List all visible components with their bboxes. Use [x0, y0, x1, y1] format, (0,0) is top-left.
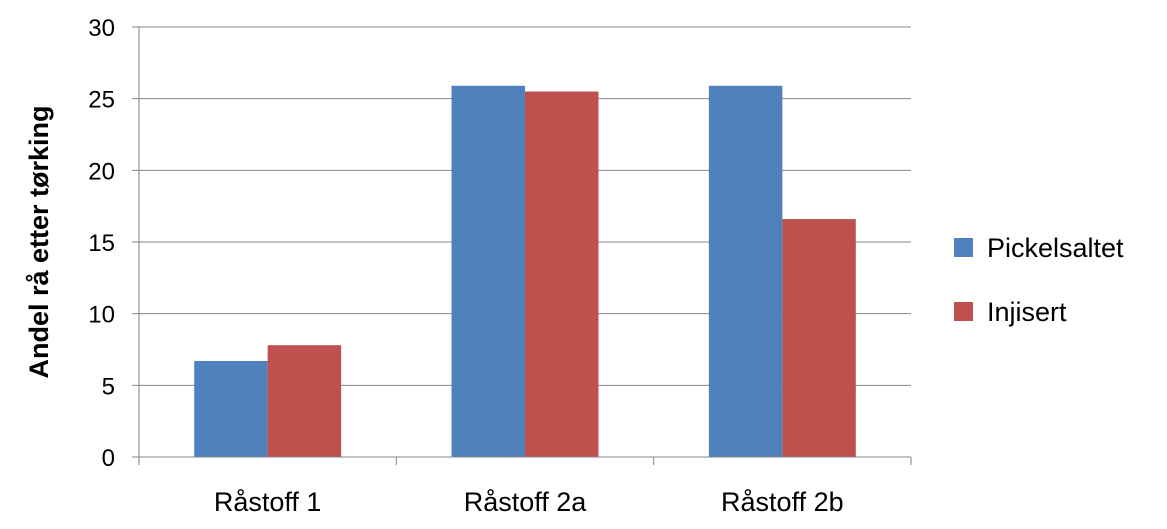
y-axis-label: Andel rå etter tørking [24, 105, 54, 378]
y-tick-label: 0 [102, 445, 115, 472]
bars [194, 85, 856, 458]
bar-injisert-3 [782, 219, 856, 457]
y-tick-label: 30 [88, 15, 115, 42]
legend-label: Pickelsaltet [987, 233, 1124, 263]
bar-pickelsaltet-1 [194, 360, 268, 457]
bar-pickelsaltet-2 [451, 85, 525, 458]
legend-label: Injisert [987, 297, 1067, 327]
y-tick-label: 25 [88, 87, 115, 114]
bar-injisert-1 [267, 345, 342, 457]
legend: Pickelsaltet Injisert [954, 233, 1124, 327]
y-tick-label: 10 [88, 302, 115, 329]
legend-swatch [954, 302, 973, 321]
category-label: Råstoff 1 [214, 487, 322, 517]
legend-swatch [954, 238, 973, 257]
axes [138, 27, 912, 465]
category-label: Råstoff 2b [721, 487, 844, 517]
bar-injisert-2 [525, 91, 599, 457]
category-label: Råstoff 2a [464, 487, 588, 517]
y-tick-label: 15 [88, 230, 115, 257]
y-tick-label: 20 [88, 158, 115, 185]
y-tick-labels: 0 5 10 15 20 25 30 [88, 15, 115, 472]
category-labels: Råstoff 1 Råstoff 2a Råstoff 2b [214, 487, 844, 517]
bar-pickelsaltet-3 [708, 85, 783, 458]
y-tick-label: 5 [102, 373, 115, 400]
